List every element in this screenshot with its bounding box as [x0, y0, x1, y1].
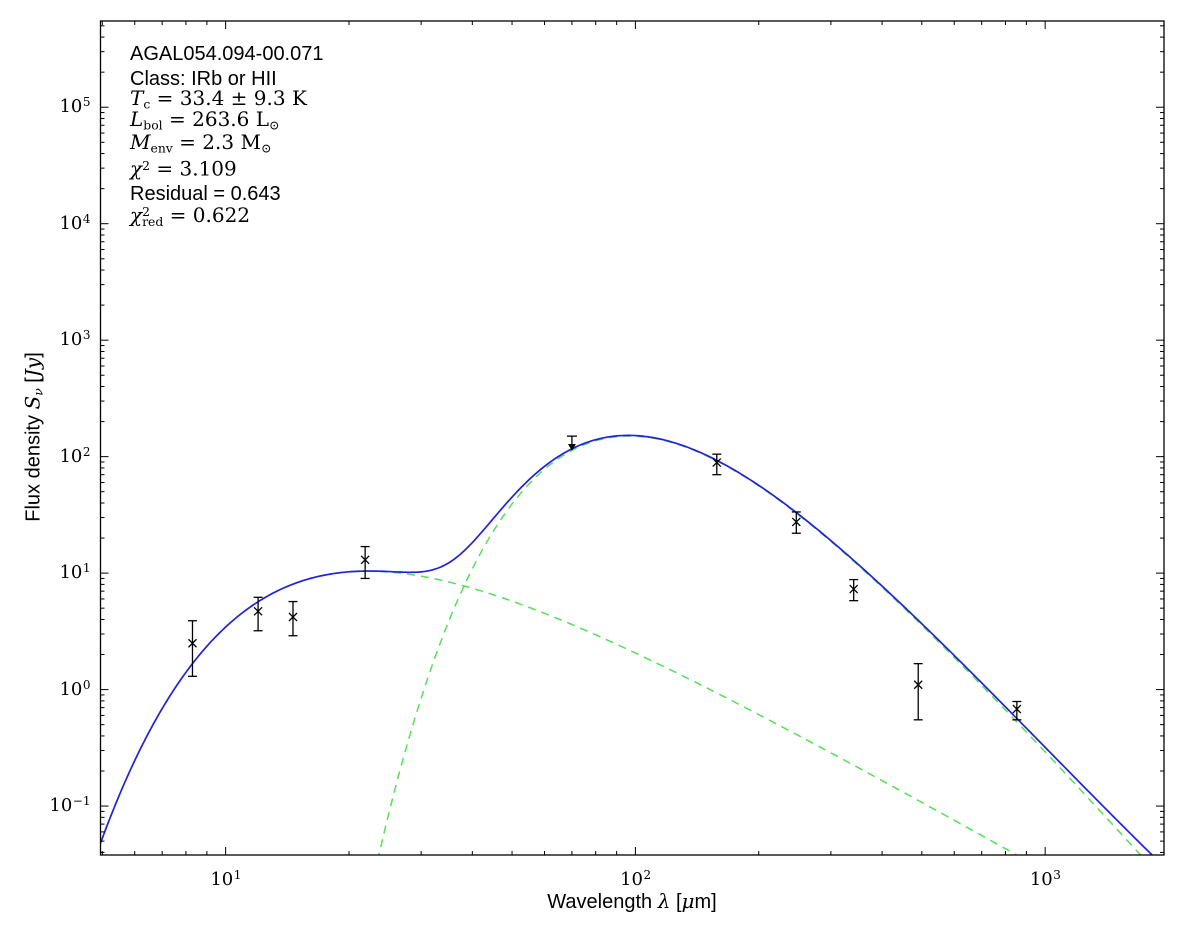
data-point-marker [1012, 700, 1022, 721]
annotation-line-chi2-line: χ2 = 3.109 [130, 156, 237, 181]
plot-frame [99, 20, 1165, 856]
annotation-line-tc-line: Tc = 33.4 ± 9.3 K [130, 86, 307, 112]
x-tick-label: 101 [210, 868, 242, 890]
annotation-line-residual-line: Residual = 0.643 [130, 183, 281, 205]
y-tick-label: 105 [59, 95, 91, 118]
y-tick-label: 104 [59, 211, 91, 234]
data-point-marker [187, 620, 197, 677]
data-point-marker [360, 545, 370, 580]
hot-component-curve [100, 570, 1019, 855]
y-tick-label: 102 [59, 444, 91, 467]
data-point-marker [849, 578, 859, 602]
annotation-line-source-name: AGAL054.094-00.071 [130, 43, 324, 65]
data-point-marker [791, 511, 801, 534]
annotation-line-class-line: Class: IRb or HII [130, 68, 277, 90]
y-axis-label: Flux density Sν [Jy] [20, 352, 46, 522]
data-point-marker [253, 596, 263, 632]
y-tick-label: 10−1 [49, 794, 91, 817]
annotation-line-chi2red-line: χ 2 red = 0.622 [130, 203, 251, 230]
y-tick-label: 101 [59, 561, 91, 584]
upper-limit-marker [566, 435, 577, 451]
data-point-marker [712, 453, 722, 476]
curves-layer [100, 434, 1154, 855]
data-point-marker [288, 600, 298, 637]
annotation-line-menv-line: Menv = 2.3 M⊙ [130, 130, 272, 156]
data-point-marker [913, 662, 923, 721]
model-total-curve [100, 434, 1154, 855]
cold-component-curve [378, 435, 1142, 855]
superscript-subscript: 2 red [142, 203, 164, 230]
axis-ticks [100, 21, 1164, 855]
data-points [187, 435, 1022, 721]
x-axis-label: Wavelength λ [μm] [547, 889, 717, 913]
x-tick-label: 103 [1029, 868, 1061, 890]
y-tick-label: 103 [59, 328, 91, 351]
y-tick-label: 100 [59, 677, 91, 700]
x-tick-label: 102 [620, 868, 652, 890]
annotation-line-lbol-line: Lbol = 263.6 L⊙ [130, 107, 280, 133]
